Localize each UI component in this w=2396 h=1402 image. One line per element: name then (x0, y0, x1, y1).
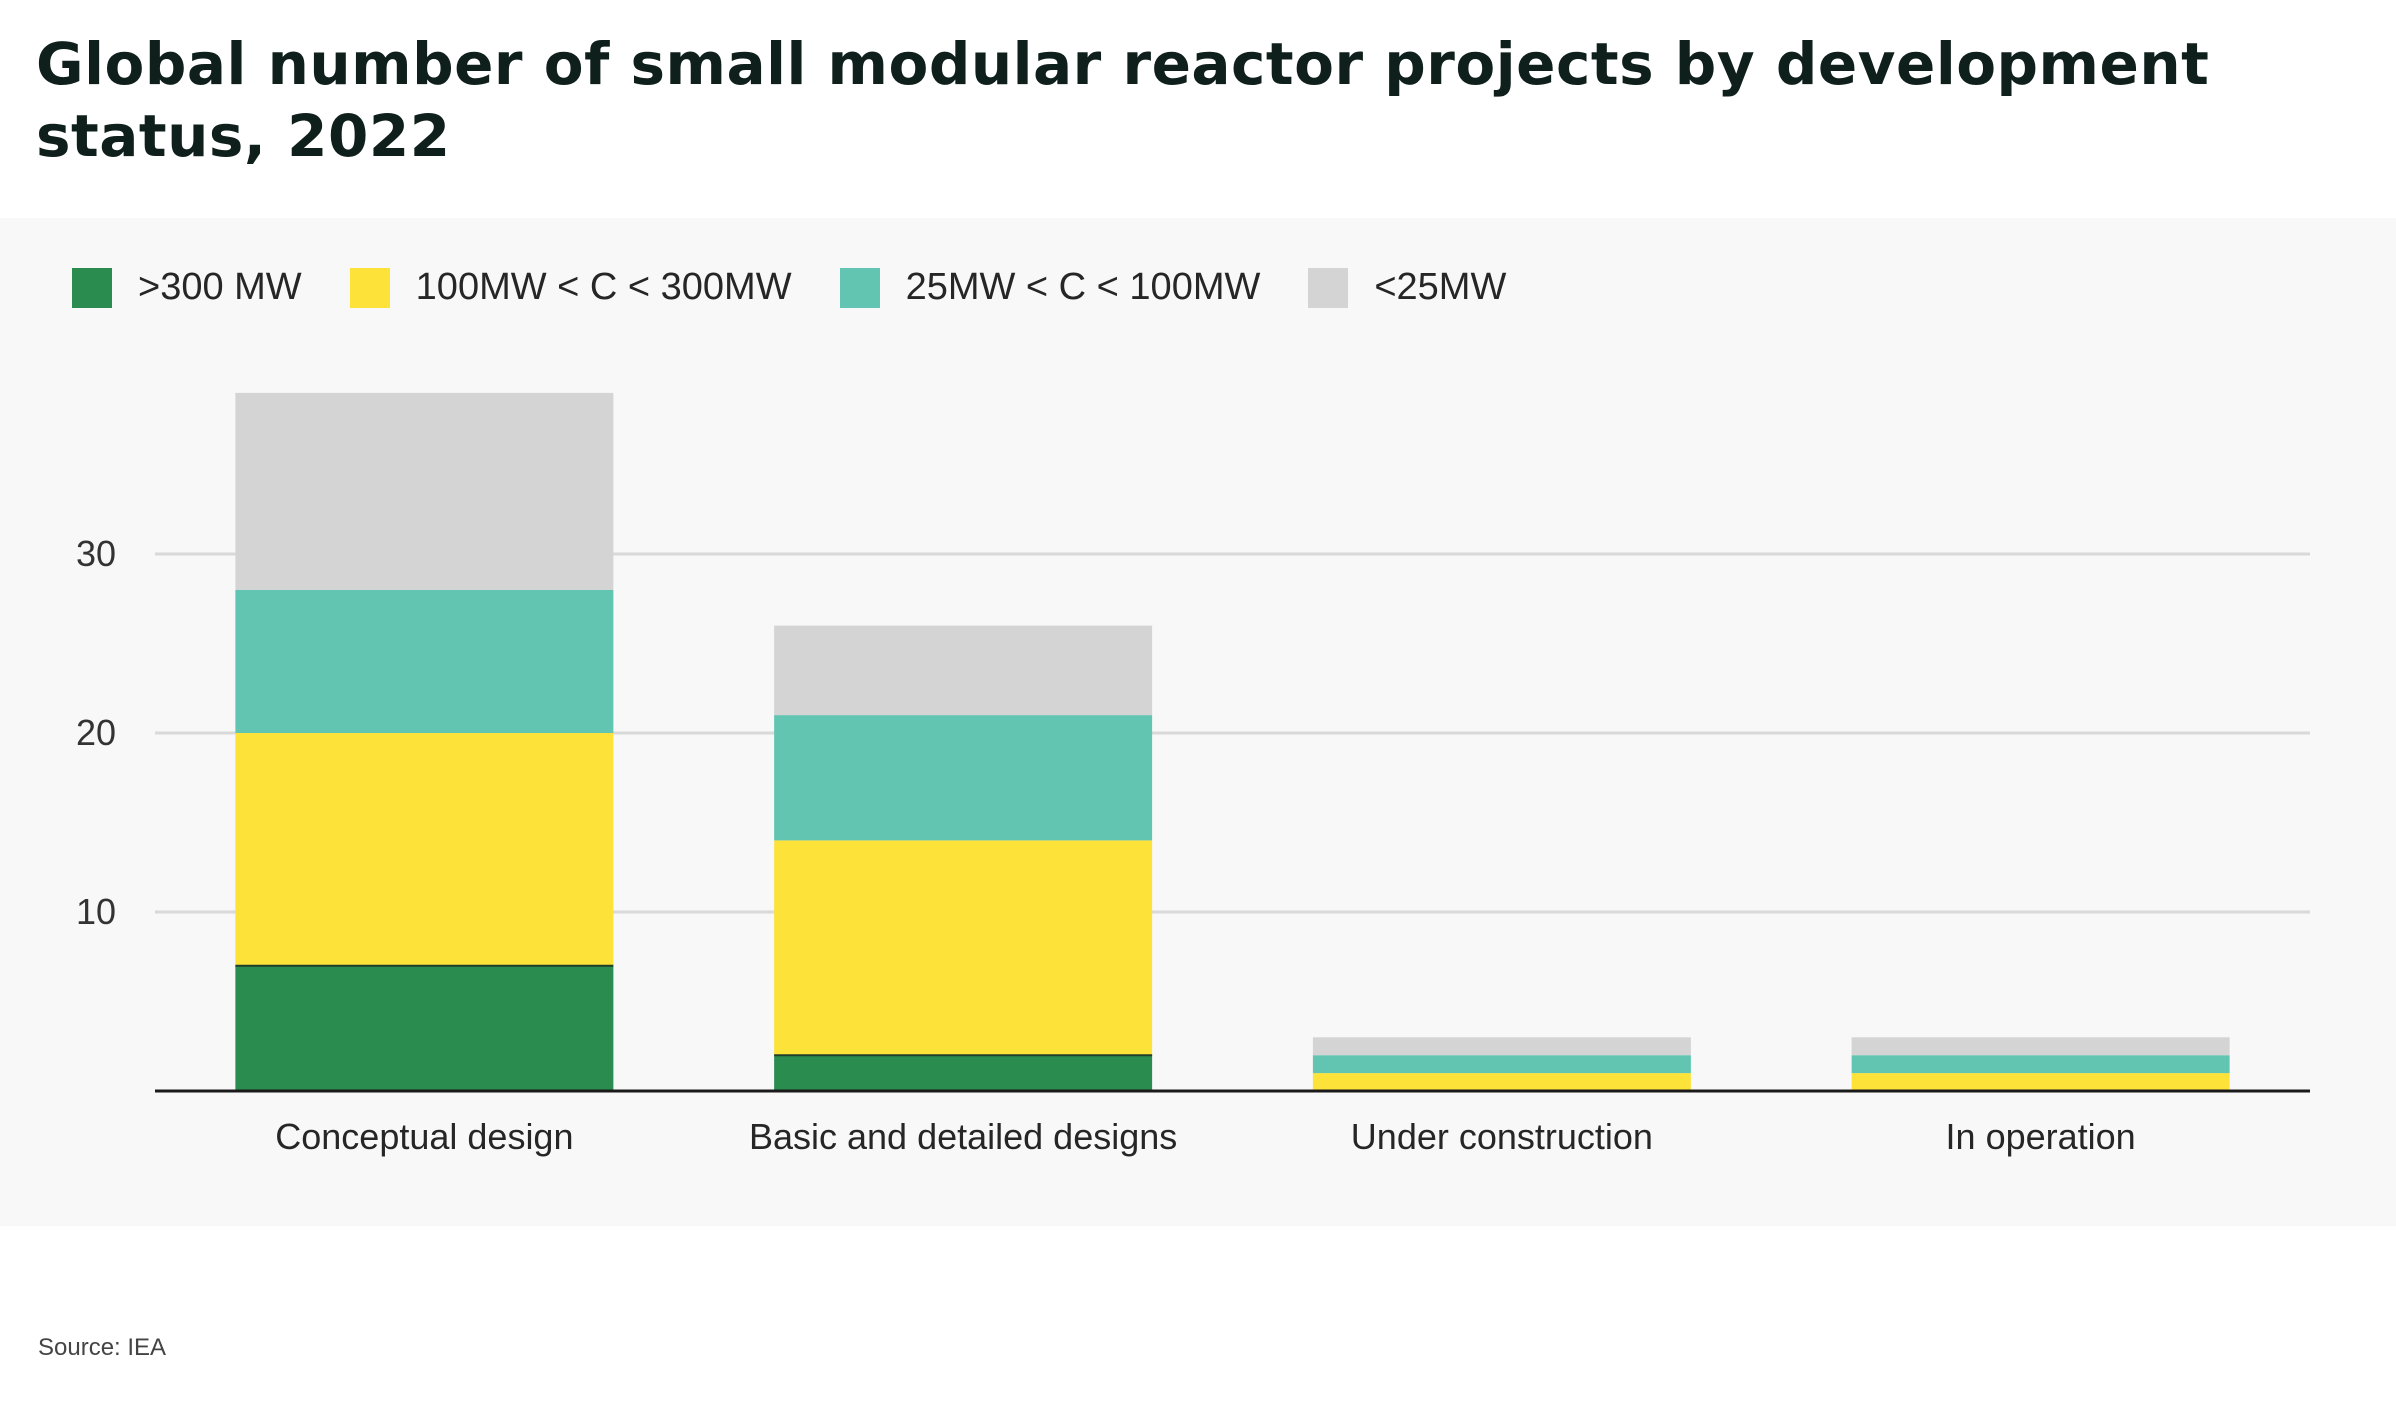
legend-swatch (72, 267, 112, 308)
bar-segment (1851, 1055, 2230, 1074)
bar-segment (235, 965, 614, 1091)
legend-item: 25MW < C < 100MW (839, 266, 1261, 309)
chart-title: Global number of small modular reactor p… (36, 30, 2210, 170)
x-category-label: In operation (1946, 1116, 2136, 1157)
y-tick-label: 10 (76, 891, 116, 932)
legend-label: <25MW (1374, 266, 1507, 308)
bar-segment (1312, 1073, 1691, 1091)
bar-segment (235, 589, 614, 733)
chart-panel: >300 MW 100MW < C < 300MW 25MW < C < 100MW… (0, 218, 2396, 1226)
bar-segment (1312, 1037, 1691, 1056)
bar-segment (235, 392, 614, 590)
legend-item: >300 MW (72, 266, 302, 309)
bar-segment (1851, 1073, 2230, 1091)
legend-label: 25MW < C < 100MW (905, 266, 1261, 308)
legend: >300 MW 100MW < C < 300MW 25MW < C < 100MW… (72, 266, 1554, 309)
x-category-label: Basic and detailed designs (749, 1116, 1177, 1157)
legend-swatch (349, 267, 390, 308)
legend-swatch (839, 267, 880, 308)
bar-segment (1851, 1037, 2230, 1056)
bar-segment (774, 1055, 1153, 1091)
bar-segment (235, 733, 614, 966)
legend-item: <25MW (1308, 266, 1506, 309)
x-category-label: Conceptual design (275, 1116, 573, 1157)
legend-swatch (1308, 267, 1349, 308)
legend-label: >300 MW (138, 266, 302, 308)
legend-label: 100MW < C < 300MW (415, 266, 792, 308)
chart-plot: 10 20 30 Conceptual design Basic and detaile… (76, 392, 2310, 1157)
bar-segment (1312, 1055, 1691, 1074)
y-tick-label: 30 (76, 533, 116, 574)
x-category-label: Under construction (1351, 1116, 1653, 1157)
y-tick-label: 20 (76, 712, 116, 753)
bar-segment (774, 840, 1153, 1056)
legend-item: 100MW < C < 300MW (349, 266, 792, 309)
bar-segment (774, 715, 1153, 841)
source-note: Source: IEA (38, 1334, 167, 1361)
bar-segment (774, 625, 1153, 716)
